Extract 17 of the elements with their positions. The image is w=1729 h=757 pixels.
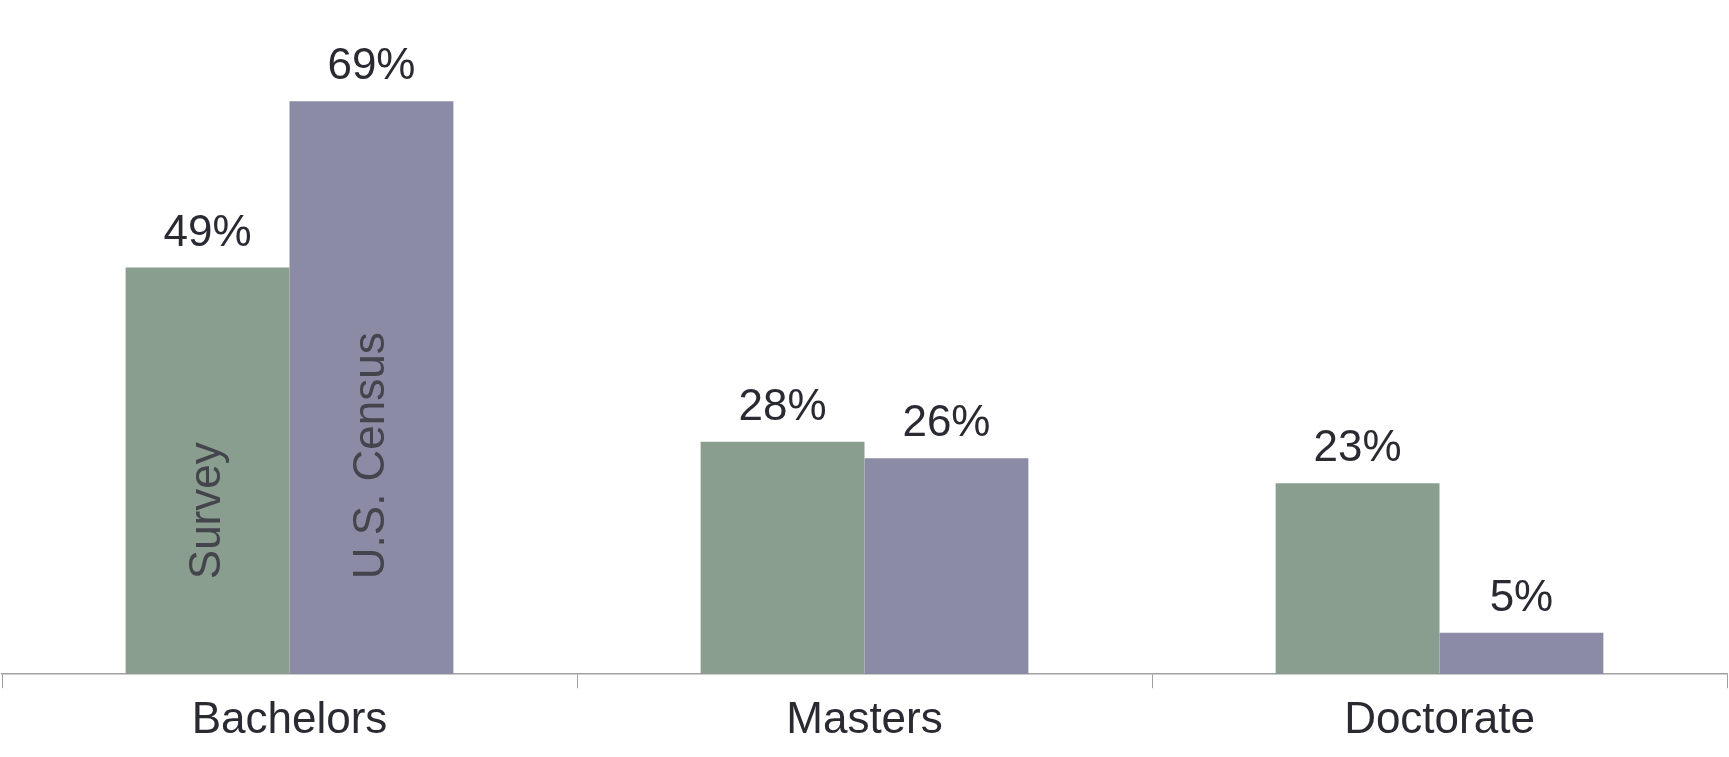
x-tick-label: Masters [786, 692, 943, 742]
data-label: 49% [163, 205, 252, 255]
data-label: 28% [738, 379, 827, 429]
data-label: 23% [1313, 421, 1402, 471]
bar [289, 101, 454, 675]
series-label: Survey [179, 442, 229, 580]
data-label: 5% [1489, 570, 1554, 620]
bar [700, 441, 865, 675]
bar [125, 267, 290, 675]
bar [1275, 483, 1440, 675]
bar [1439, 632, 1604, 675]
x-tick-label: Bachelors [191, 692, 388, 742]
data-label: 69% [327, 39, 416, 89]
data-label: 26% [902, 396, 991, 446]
x-tick-label: Doctorate [1344, 692, 1535, 742]
series-label: U.S. Census [343, 332, 393, 580]
bar [864, 458, 1029, 675]
